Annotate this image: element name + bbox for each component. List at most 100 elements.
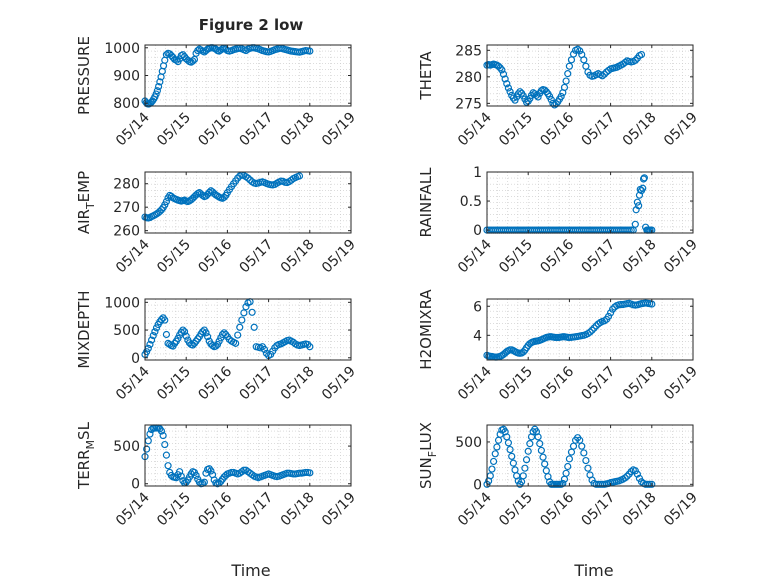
data-point — [582, 456, 590, 465]
data-point — [177, 472, 185, 480]
axes-box — [144, 171, 352, 234]
y-tick-label: 1000 — [104, 295, 140, 311]
data-point — [164, 462, 172, 470]
series-markers — [141, 44, 314, 108]
data-point — [580, 56, 588, 64]
data-point — [262, 349, 271, 357]
data-point — [238, 316, 246, 324]
data-point — [590, 324, 598, 332]
x-axis-label-left: Time — [230, 561, 270, 580]
data-point — [208, 341, 217, 350]
series-markers — [483, 45, 646, 109]
data-point — [541, 460, 549, 468]
data-point — [564, 462, 572, 471]
data-point — [234, 331, 242, 339]
data-point — [562, 469, 570, 477]
data-point — [506, 88, 514, 96]
data-point — [182, 332, 190, 340]
data-point — [242, 303, 250, 311]
y-axis-label-subscript: M — [84, 440, 97, 450]
data-point — [172, 56, 180, 64]
data-point — [157, 206, 166, 214]
x-axis-label-right: Time — [573, 561, 613, 580]
data-point — [623, 472, 631, 480]
y-axis-label-tail: LUX — [417, 422, 435, 451]
data-point — [493, 443, 501, 451]
y-tick-label: 0 — [131, 351, 140, 367]
data-point — [514, 477, 522, 485]
axes-box — [486, 171, 694, 234]
y-axis-label-main: AIR — [75, 209, 93, 234]
data-point — [586, 328, 594, 336]
data-point — [146, 340, 154, 349]
y-axis-label-main: MIXDEPTH — [75, 290, 93, 368]
data-point — [199, 191, 207, 200]
data-point — [504, 84, 513, 92]
y-axis-label-main: PRESSURE — [75, 36, 93, 115]
y-axis-label-main: SUN — [417, 457, 435, 489]
axes-box — [486, 424, 694, 487]
y-tick-label: 0 — [473, 223, 482, 239]
axes-box — [486, 298, 694, 361]
data-point — [176, 468, 184, 476]
series-markers — [141, 171, 304, 222]
data-point — [157, 427, 166, 435]
data-point — [524, 447, 532, 455]
y-tick-label: 1000 — [104, 41, 140, 57]
data-point — [200, 478, 208, 486]
grid-lines — [144, 45, 352, 106]
y-tick-label: 275 — [455, 96, 482, 112]
y-axis-label-tail: SL — [75, 421, 93, 440]
data-point — [220, 193, 228, 201]
data-point — [180, 328, 189, 336]
y-axis-label: MIXDEPTH — [75, 290, 93, 368]
data-point — [222, 471, 230, 480]
data-point — [565, 455, 574, 463]
data-point — [162, 197, 171, 206]
data-point — [588, 326, 596, 334]
data-point — [199, 328, 207, 336]
data-point — [149, 332, 157, 340]
data-point — [162, 51, 171, 59]
grid-lines — [486, 172, 694, 233]
data-point — [212, 342, 220, 350]
data-point — [250, 323, 258, 331]
data-point — [489, 457, 498, 466]
data-point — [159, 431, 167, 440]
y-axis-label: THETA — [417, 51, 435, 101]
data-point — [578, 442, 586, 450]
y-axis-label: AIRTEMP — [75, 171, 97, 234]
data-point — [306, 469, 314, 477]
data-point — [204, 333, 212, 341]
data-point — [631, 220, 639, 228]
data-point — [192, 471, 200, 480]
data-point — [151, 328, 159, 336]
y-axis-label: H2OMIXRA — [417, 289, 435, 370]
axes-box — [486, 44, 694, 107]
y-axis-label: TERRMSL — [75, 421, 97, 490]
grid-lines — [486, 425, 694, 486]
data-point — [240, 466, 248, 474]
data-point — [306, 47, 314, 55]
data-point — [584, 464, 592, 472]
data-point — [539, 453, 547, 461]
y-axis-label-main: RAINFALL — [417, 167, 435, 238]
data-point — [162, 451, 171, 459]
y-tick-label: 500 — [113, 439, 140, 455]
data-point — [240, 309, 248, 317]
data-point — [537, 446, 545, 455]
data-point — [633, 470, 641, 478]
data-point — [600, 70, 609, 78]
data-point — [627, 468, 635, 476]
data-point — [147, 425, 156, 434]
data-point — [635, 202, 643, 210]
data-point — [639, 184, 647, 192]
series-markers — [141, 298, 314, 360]
data-point — [496, 64, 504, 72]
data-point — [604, 312, 613, 321]
data-point — [604, 66, 613, 75]
data-point — [162, 330, 171, 339]
y-axis-label-main: THETA — [417, 51, 435, 101]
data-point — [580, 449, 588, 457]
y-axis-label-main: H2OMIXRA — [417, 289, 435, 370]
